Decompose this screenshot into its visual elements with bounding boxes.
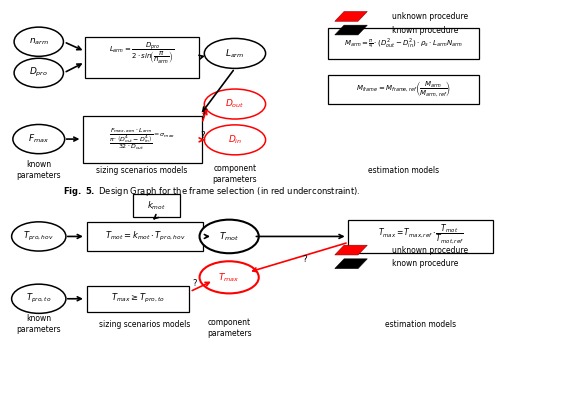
Text: $M_{arm} = \frac{\pi}{4} \cdot (D_{out}^2 - D_{in}^2) \cdot \rho_s \cdot L_{arm}: $M_{arm} = \frac{\pi}{4} \cdot (D_{out}^… <box>344 36 463 51</box>
Text: known procedure: known procedure <box>391 259 458 268</box>
Text: $L_{arm} = \dfrac{D_{pro}}{2 \cdot sin\!\left(\dfrac{\pi}{n_{arm}}\right)}$: $L_{arm} = \dfrac{D_{pro}}{2 \cdot sin\!… <box>110 41 175 66</box>
Text: $L_{arm}$: $L_{arm}$ <box>226 47 244 60</box>
Text: ?: ? <box>192 279 196 288</box>
Polygon shape <box>335 11 367 21</box>
Text: estimation models: estimation models <box>368 166 439 175</box>
FancyBboxPatch shape <box>134 194 180 216</box>
FancyBboxPatch shape <box>328 28 479 59</box>
Text: $T_{max}$: $T_{max}$ <box>219 271 240 284</box>
Ellipse shape <box>200 220 259 253</box>
Text: ?: ? <box>200 111 206 120</box>
Ellipse shape <box>200 261 259 293</box>
Text: known procedure: known procedure <box>391 26 458 34</box>
Text: $\dfrac{F_{max,arm} \cdot L_{arm}}{\dfrac{\pi \cdot \left(D_{out}^4 - D_{in}^4\r: $\dfrac{F_{max,arm} \cdot L_{arm}}{\dfra… <box>109 126 175 152</box>
Text: unknown procedure: unknown procedure <box>391 12 468 21</box>
Text: $T_{mot} = k_{mot} \cdot T_{pro,hov}$: $T_{mot} = k_{mot} \cdot T_{pro,hov}$ <box>105 230 185 243</box>
Text: ?: ? <box>302 255 307 264</box>
Text: $T_{mot}$: $T_{mot}$ <box>219 230 239 243</box>
Text: $\bf{Fig.\ 5.}$ Design Graph for the frame selection (in red underconstraint).: $\bf{Fig.\ 5.}$ Design Graph for the fra… <box>63 185 360 198</box>
Ellipse shape <box>14 27 63 56</box>
Ellipse shape <box>13 124 64 154</box>
Text: $F_{max}$: $F_{max}$ <box>28 133 49 145</box>
Ellipse shape <box>205 38 265 68</box>
Text: $n_{arm}$: $n_{arm}$ <box>29 36 49 47</box>
Polygon shape <box>335 259 367 269</box>
Text: $k_{mot}$: $k_{mot}$ <box>147 199 166 212</box>
FancyBboxPatch shape <box>328 75 479 104</box>
Text: $M_{frame} = M_{frame,ref}\left(\dfrac{M_{arm}}{M_{arm,ref}}\right)$: $M_{frame} = M_{frame,ref}\left(\dfrac{M… <box>356 80 451 99</box>
Text: unknown procedure: unknown procedure <box>391 246 468 254</box>
Text: component
parameters: component parameters <box>213 164 257 184</box>
Text: sizing scenarios models: sizing scenarios models <box>96 166 188 175</box>
Text: estimation models: estimation models <box>385 320 456 329</box>
Ellipse shape <box>14 58 63 87</box>
Ellipse shape <box>205 89 265 119</box>
FancyBboxPatch shape <box>86 37 199 78</box>
Text: $T_{max} = T_{max,ref} \cdot \dfrac{T_{mot}}{T_{mot,ref}}$: $T_{max} = T_{max,ref} \cdot \dfrac{T_{m… <box>378 223 464 246</box>
FancyBboxPatch shape <box>87 222 203 251</box>
Text: $D_{out}$: $D_{out}$ <box>225 98 245 110</box>
Text: $T_{pro,hov}$: $T_{pro,hov}$ <box>23 230 54 243</box>
Polygon shape <box>335 25 367 35</box>
Ellipse shape <box>12 222 66 251</box>
Text: sizing scenarios models: sizing scenarios models <box>99 320 190 329</box>
Text: known
parameters: known parameters <box>16 160 61 180</box>
Text: $T_{max} \geq T_{pro,to}$: $T_{max} \geq T_{pro,to}$ <box>111 292 165 305</box>
Text: $T_{pro,to}$: $T_{pro,to}$ <box>26 292 52 305</box>
FancyBboxPatch shape <box>87 286 189 312</box>
Text: ?: ? <box>200 131 206 140</box>
Text: known
parameters: known parameters <box>16 314 61 334</box>
Text: $D_{in}$: $D_{in}$ <box>228 134 242 146</box>
FancyBboxPatch shape <box>348 220 493 253</box>
Text: component
parameters: component parameters <box>207 318 251 338</box>
FancyBboxPatch shape <box>83 117 202 163</box>
Ellipse shape <box>205 125 265 155</box>
Text: $D_{pro}$: $D_{pro}$ <box>29 66 48 79</box>
Polygon shape <box>335 245 367 255</box>
Ellipse shape <box>12 284 66 313</box>
